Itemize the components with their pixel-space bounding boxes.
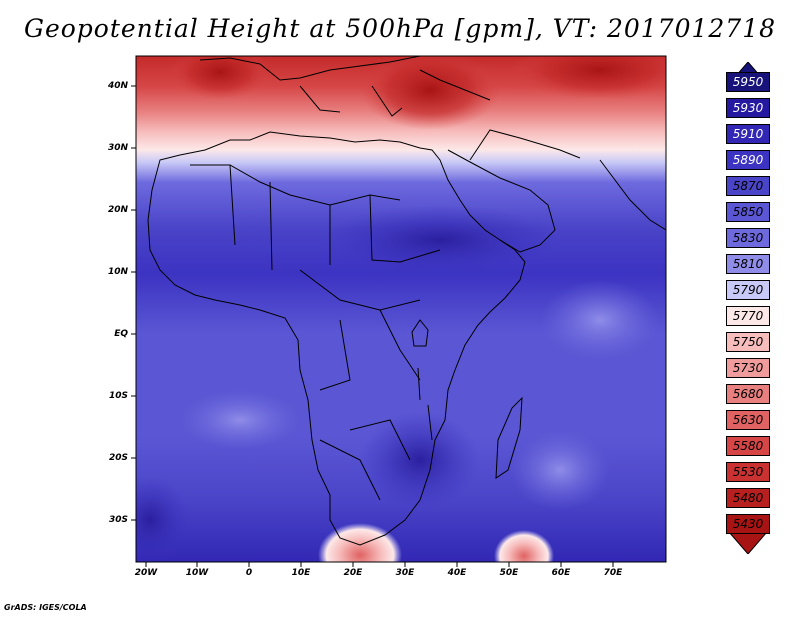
lat-label-30s: 30S: [108, 515, 128, 525]
lon-label-50e: 50E: [499, 568, 519, 578]
colorbar-swatch-5770: [726, 306, 770, 326]
colorbar-swatch-5630: [726, 410, 770, 430]
country-borders: [190, 164, 441, 501]
lon-label-70e: 70E: [603, 568, 623, 578]
colorbar-label-5830: 5830: [732, 231, 764, 245]
lat-label-30n: 30N: [107, 143, 128, 153]
colorbar-swatch-5750: [726, 332, 770, 352]
colorbar-label-5810: 5810: [732, 257, 764, 271]
colorbar-label-5430: 5430: [732, 517, 764, 531]
colorbar-label-5530: 5530: [732, 465, 764, 479]
lat-label-10n: 10N: [107, 267, 128, 277]
colorbar-swatch-5790: [726, 280, 770, 300]
colorbar-swatch-5810: [726, 254, 770, 274]
europe-coastline: [199, 56, 491, 117]
map-frame: [135, 55, 667, 563]
lon-label-20w: 20W: [134, 568, 158, 578]
lat-label-20s: 20S: [108, 453, 128, 463]
lon-label-30e: 30E: [395, 568, 415, 578]
colorbar-label-5790: 5790: [732, 283, 764, 297]
colorbar-label-5910: 5910: [732, 127, 764, 141]
madagascar-coastline: [495, 396, 523, 479]
arabia-coastline: [447, 129, 666, 253]
height-field: [136, 56, 666, 562]
colorbar-bottom-arrow: [727, 531, 769, 554]
chart-title: Geopotential Height at 500hPa [gpm], VT:…: [23, 14, 777, 43]
colorbar-swatch-5910: [726, 124, 770, 144]
grads-credit: GrADS: IGES/COLA: [4, 603, 87, 612]
lon-label-0: 0: [245, 568, 253, 578]
axis-ticks: [131, 85, 614, 567]
colorbar-swatch-5870: [726, 176, 770, 196]
colorbar-swatch-5730: [726, 358, 770, 378]
lat-label-10s: 10S: [108, 391, 128, 401]
lon-label-10e: 10E: [291, 568, 311, 578]
colorbar-label-5950: 5950: [732, 75, 764, 89]
lon-label-10w: 10W: [185, 568, 209, 578]
lat-label-40n: 40N: [107, 81, 128, 91]
colorbar-label-5630: 5630: [732, 413, 764, 427]
rift-lakes: [417, 367, 433, 441]
lat-label-eq: EQ: [114, 329, 128, 339]
colorbar-swatch-5680: [726, 384, 770, 404]
lon-label-40e: 40E: [447, 568, 467, 578]
africa-coastline: [147, 131, 526, 546]
colorbar-label-5890: 5890: [732, 153, 764, 167]
colorbar-swatch-5930: [726, 98, 770, 118]
colorbar-swatch-5950: [726, 72, 770, 92]
colorbar-swatch-5890: [726, 150, 770, 170]
lon-label-60e: 60E: [551, 568, 571, 578]
lake-victoria: [411, 319, 429, 347]
colorbar-label-5680: 5680: [732, 387, 764, 401]
colorbar-swatch-5480: [726, 488, 770, 508]
colorbar-label-5930: 5930: [732, 101, 764, 115]
colorbar-label-5480: 5480: [732, 491, 764, 505]
lat-label-20n: 20N: [107, 205, 128, 215]
coastlines: [147, 56, 666, 546]
colorbar-swatch-5530: [726, 462, 770, 482]
colorbar-swatch-5850: [726, 202, 770, 222]
colorbar-swatch-5830: [726, 228, 770, 248]
colorbar-swatch-5430: [726, 514, 770, 534]
colorbar: 5950 5930 5910 5890 5870 5850 5830 5810 …: [726, 62, 770, 554]
lon-label-20e: 20E: [343, 568, 363, 578]
colorbar-label-5580: 5580: [732, 439, 764, 453]
colorbar-label-5850: 5850: [732, 205, 764, 219]
colorbar-label-5770: 5770: [732, 309, 764, 323]
colorbar-label-5870: 5870: [732, 179, 764, 193]
colorbar-label-5730: 5730: [732, 361, 764, 375]
colorbar-label-5750: 5750: [732, 335, 764, 349]
colorbar-swatch-5580: [726, 436, 770, 456]
